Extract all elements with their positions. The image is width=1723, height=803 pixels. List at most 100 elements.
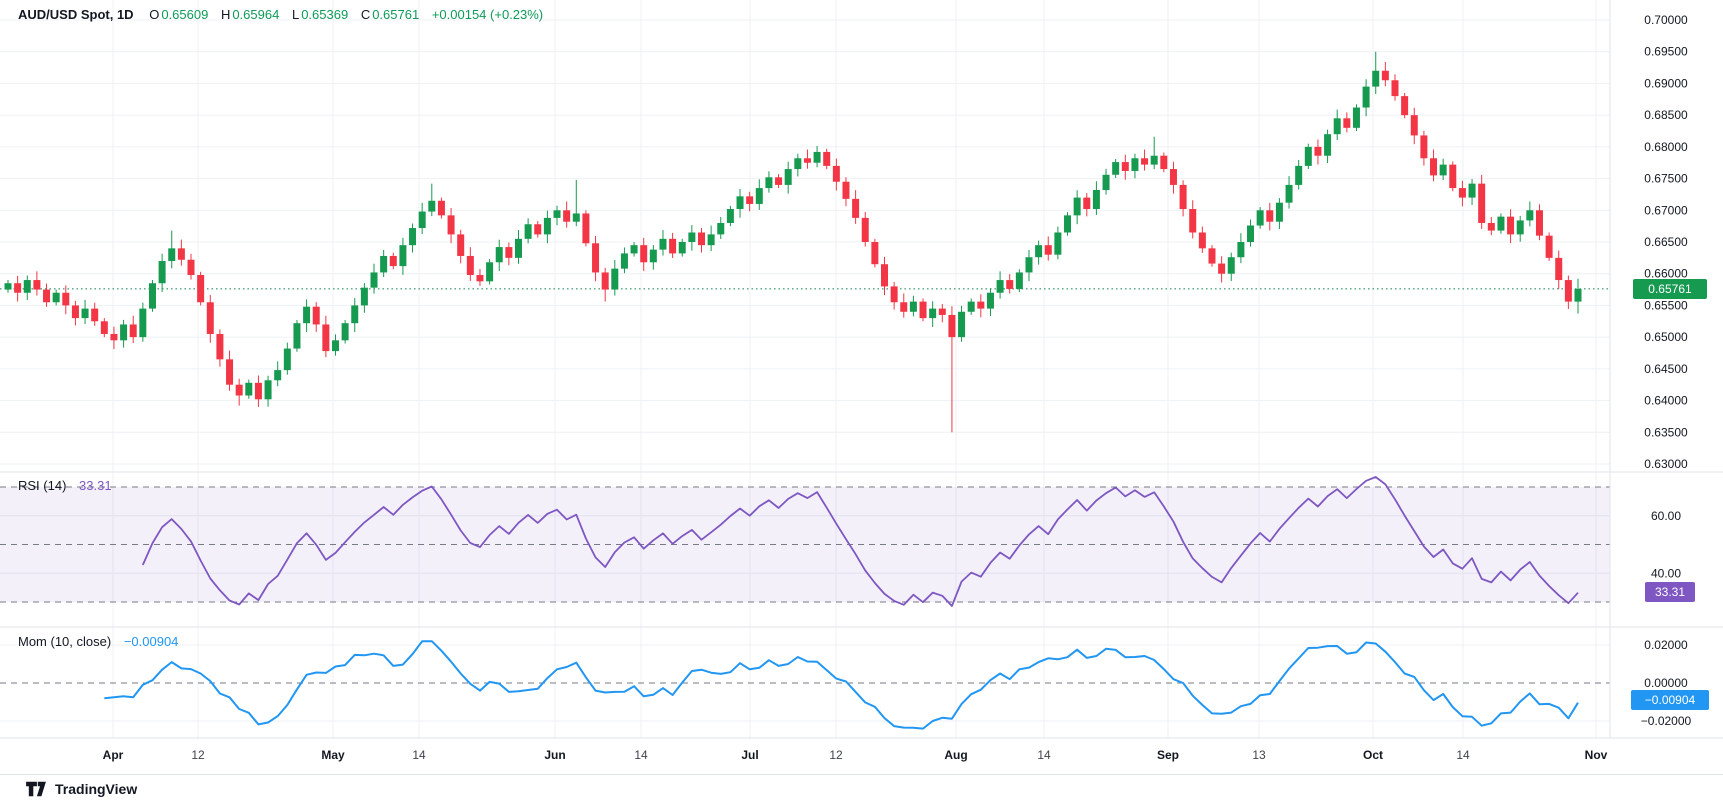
candle: [1314, 139, 1322, 165]
svg-text:May: May: [321, 748, 345, 762]
candle: [370, 263, 378, 294]
svg-text:13: 13: [1252, 748, 1266, 762]
candle: [1343, 112, 1351, 133]
candle: [466, 247, 474, 281]
svg-text:40.00: 40.00: [1651, 566, 1681, 580]
candle: [312, 302, 320, 332]
svg-text:Nov: Nov: [1585, 748, 1608, 762]
svg-text:0.67000: 0.67000: [1644, 203, 1688, 217]
candle: [505, 242, 513, 266]
candle: [1160, 152, 1168, 173]
symbol-legend[interactable]: AUD/USD Spot, 1D O 0.65609 H 0.65964 L 0.65…: [18, 7, 543, 22]
candle: [881, 256, 889, 296]
candle: [23, 275, 31, 301]
tradingview-logo-icon[interactable]: [25, 780, 47, 798]
candle: [1073, 190, 1081, 225]
chart-canvas[interactable]: 0.70000 0.69500 0.69000 0.68500 0.68000 0.675…: [0, 0, 1723, 774]
candle: [697, 227, 705, 253]
candle: [264, 375, 272, 407]
candle: [254, 375, 262, 407]
svg-text:−0.02000: −0.02000: [1641, 714, 1692, 728]
candle: [707, 225, 715, 252]
candle: [1324, 129, 1332, 164]
candle: [1439, 158, 1447, 180]
candle: [1555, 250, 1563, 289]
candle: [1574, 278, 1582, 314]
candle: [582, 210, 590, 247]
candle: [1333, 109, 1341, 141]
svg-text:0.63500: 0.63500: [1644, 425, 1688, 439]
candle: [1189, 200, 1197, 239]
level-lines-layer: [0, 486, 1610, 684]
tradingview-brand-text[interactable]: TradingView: [55, 781, 138, 797]
svg-text:14: 14: [1037, 748, 1051, 762]
candle: [129, 315, 137, 344]
rsi-label: RSI (14): [18, 478, 67, 493]
candle: [649, 245, 657, 270]
candle: [909, 295, 917, 317]
candle: [659, 230, 667, 256]
candle: [447, 208, 455, 244]
close-key: C: [360, 7, 371, 22]
symbol-title[interactable]: AUD/USD Spot, 1D: [18, 7, 134, 22]
svg-text:14: 14: [1456, 748, 1470, 762]
candle: [1526, 201, 1534, 227]
candle: [495, 239, 503, 272]
candle: [1468, 179, 1476, 205]
candle: [1198, 226, 1206, 253]
candle: [71, 300, 79, 326]
candle: [322, 315, 330, 358]
candle: [986, 288, 994, 316]
svg-text:0.00000: 0.00000: [1644, 676, 1688, 690]
candle: [929, 301, 937, 327]
svg-text:Aug: Aug: [944, 748, 967, 762]
candle: [457, 229, 465, 264]
time-axis[interactable]: Apr 12 May 14 Jun 14 Jul 12 Aug 14 Sep 13 Oct 14 Nov: [103, 748, 1608, 762]
candle: [1006, 274, 1014, 294]
momentum-line: [104, 640, 1579, 730]
candle: [678, 238, 686, 257]
candle: [717, 217, 725, 239]
svg-text:0.63000: 0.63000: [1644, 457, 1688, 471]
low-key: L: [291, 7, 300, 22]
candle: [794, 153, 802, 177]
candle: [1295, 159, 1303, 190]
candle: [187, 253, 195, 280]
low-value: 0.65369: [301, 7, 349, 22]
svg-text:14: 14: [412, 748, 426, 762]
candle: [1304, 143, 1312, 170]
candle: [1401, 92, 1409, 119]
candle: [1487, 217, 1495, 236]
candle: [746, 191, 754, 212]
candle: [177, 239, 185, 266]
grid-layer: [0, 0, 1610, 738]
candle: [476, 269, 484, 286]
candle: [611, 259, 619, 296]
rsi-legend[interactable]: RSI (14) 33.31: [18, 478, 112, 493]
svg-text:12: 12: [191, 748, 205, 762]
svg-text:Jul: Jul: [741, 748, 758, 762]
svg-text:Oct: Oct: [1363, 748, 1383, 762]
candle: [967, 298, 975, 315]
candle: [245, 379, 253, 399]
candle: [1266, 202, 1274, 231]
candle: [33, 271, 41, 296]
candle: [620, 247, 628, 274]
candle: [1237, 233, 1245, 264]
rsi-value: 33.31: [79, 478, 112, 493]
candle: [572, 179, 580, 227]
price-axis[interactable]: 0.70000 0.69500 0.69000 0.68500 0.68000 0.675…: [1641, 13, 1692, 728]
candle: [274, 361, 282, 387]
momentum-legend[interactable]: Mom (10, close) −0.00904: [18, 634, 178, 649]
candle: [1478, 174, 1486, 229]
candle: [91, 302, 99, 326]
candle: [669, 232, 677, 258]
candle: [1025, 249, 1033, 282]
svg-text:0.65500: 0.65500: [1644, 298, 1688, 312]
candle: [283, 342, 291, 375]
candle: [1449, 161, 1457, 192]
rsi-line: [141, 476, 1579, 607]
rsi-value-label: 33.31: [1645, 582, 1695, 602]
candle: [553, 205, 561, 226]
svg-text:0.02000: 0.02000: [1644, 638, 1688, 652]
